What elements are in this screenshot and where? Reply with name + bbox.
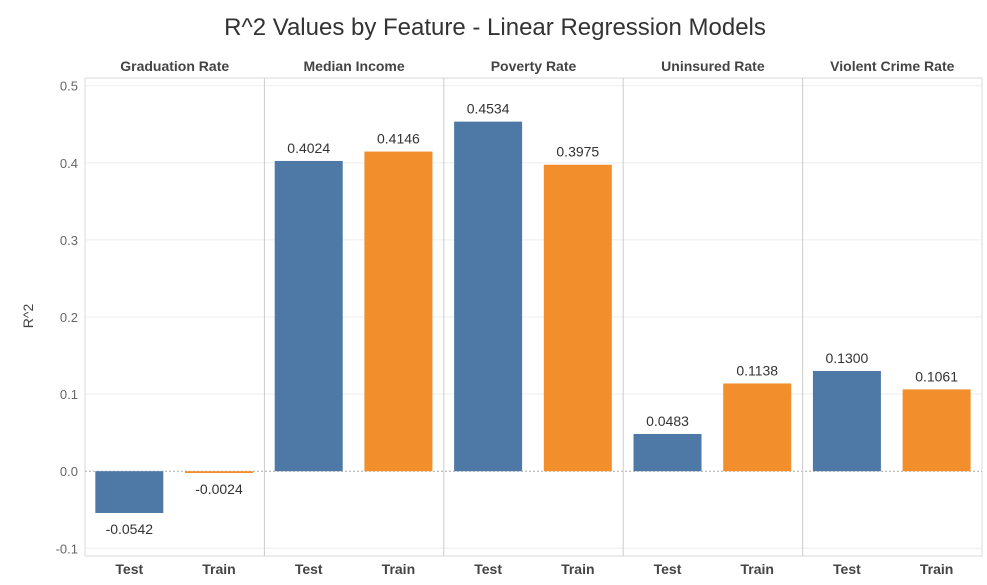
bar [812,370,881,472]
y-tick-label: 0.2 [60,310,78,325]
bar [185,471,254,474]
y-axis-label: R^2 [20,304,36,329]
data-label: 0.3975 [556,144,599,160]
x-category-label: Test [474,561,502,577]
x-category-label: Test [654,561,682,577]
data-label: 0.1300 [825,350,868,366]
bar [274,160,343,472]
data-label: 0.1138 [736,362,778,378]
y-tick-label: 0.3 [60,233,78,248]
x-category-label: Test [115,561,143,577]
y-tick-label: 0.4 [60,156,78,171]
data-label: 0.4024 [287,140,330,156]
y-tick-label: -0.1 [56,541,78,556]
x-category-label: Train [202,561,235,577]
bar [902,389,971,472]
data-label: 0.1061 [915,368,958,384]
panel: Uninsured Rate 0.0483 Test 0.1138 Train [622,58,792,577]
panel: Poverty Rate 0.4534 Test 0.3975 Train [443,58,612,577]
panels: Graduation Rate-0.0542Test-0.0024TrainMe… [95,58,971,577]
panel-header: Poverty Rate [491,58,577,74]
y-axis-ticks: -0.1 0.0 0.1 0.2 0.3 0.4 0.5 [56,79,78,557]
data-label: 0.4534 [467,101,510,117]
y-tick-label: 0.5 [60,79,78,94]
panel-header: Violent Crime Rate [830,58,954,74]
y-tick-label: 0.0 [60,464,78,479]
data-label: 0.0483 [646,413,689,429]
panel: Median Income 0.4024 Test 0.4146 Train [263,58,433,577]
bar [454,121,523,472]
panel: Graduation Rate -0.0542 Test -0.0024 Train [95,58,254,577]
x-category-label: Train [561,561,594,577]
x-category-label: Train [382,561,415,577]
bar [723,383,792,472]
panel-header: Graduation Rate [120,58,229,74]
bar [95,471,164,513]
bar [364,151,433,472]
panel-header: Median Income [304,58,405,74]
data-label: -0.0542 [106,521,154,537]
panel: Violent Crime Rate 0.1300 Test 0.1061 Train [802,58,971,577]
bar [633,433,702,472]
x-category-label: Train [920,561,953,577]
x-category-label: Test [295,561,323,577]
y-tick-label: 0.1 [60,387,78,402]
data-label: -0.0024 [195,481,243,497]
panel-header: Uninsured Rate [661,58,765,74]
data-label: 0.4146 [377,131,420,147]
x-category-label: Test [833,561,861,577]
x-category-label: Train [740,561,773,577]
chart-title: R^2 Values by Feature - Linear Regressio… [224,14,766,41]
bar [543,164,612,472]
